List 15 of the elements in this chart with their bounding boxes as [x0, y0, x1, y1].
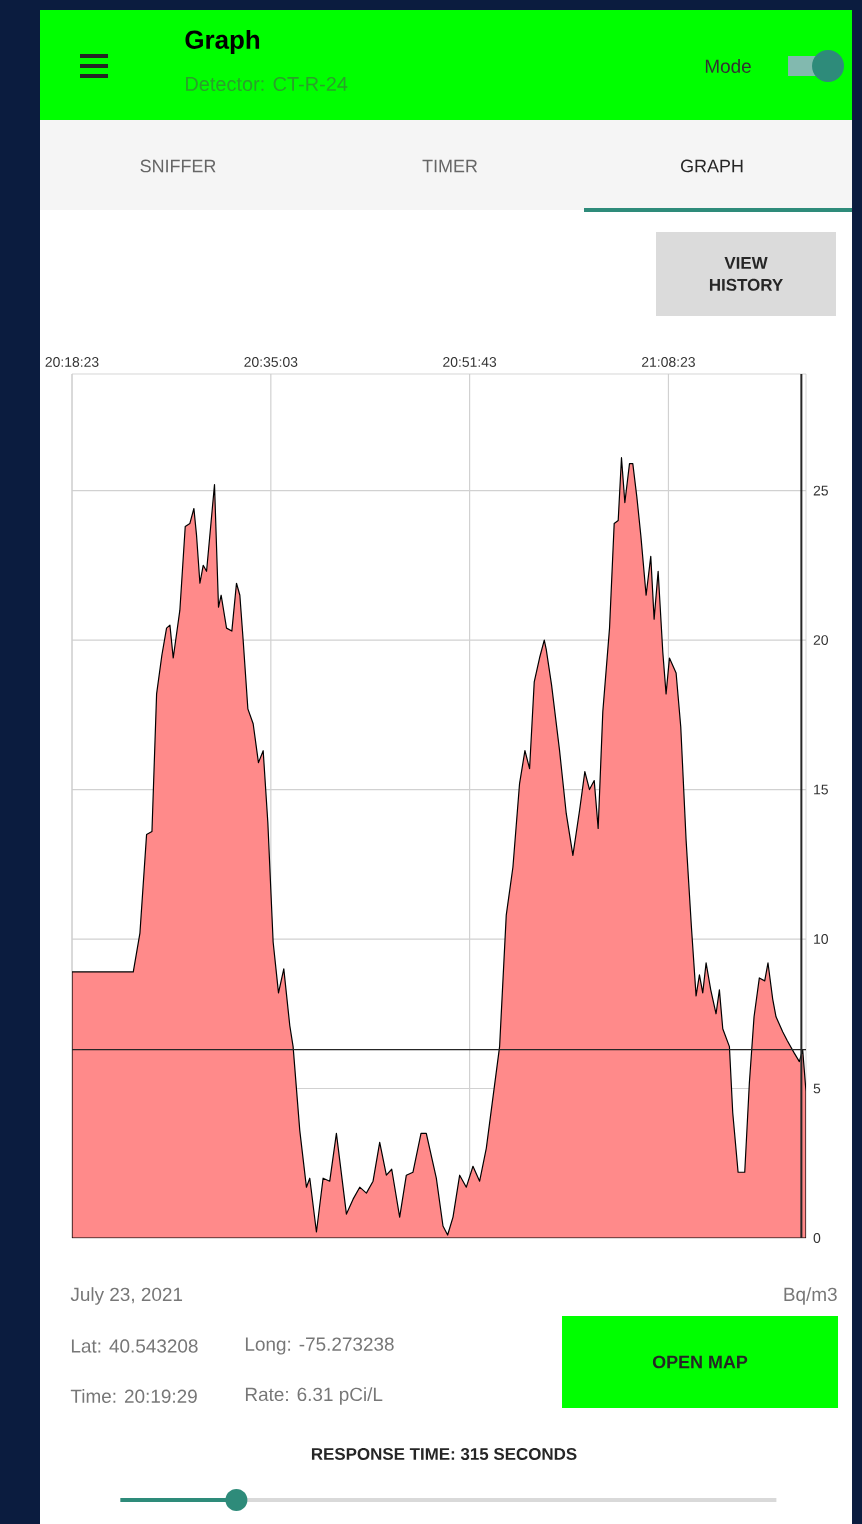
chart-subtitle: Detector: CT-R-24 — [186, 76, 348, 92]
text: Bq/m3 — [784, 1287, 837, 1305]
text: OPEN MAP — [652, 1355, 748, 1369]
text: Long: -75.273238 — [245, 1337, 394, 1355]
text: Lat: 40.543208 — [71, 1339, 198, 1353]
text: Mode — [705, 59, 751, 73]
text: Time: 20:19:29 — [70, 1389, 197, 1403]
chart-title: Graph — [185, 29, 260, 55]
text: RESPONSE TIME: 315 SECONDS — [311, 1448, 577, 1461]
text: July 23, 2021 — [70, 1287, 183, 1305]
text: VIEW HISTORY — [709, 257, 783, 291]
text: GRAPH — [681, 159, 743, 173]
text: SNIFFER — [140, 159, 216, 173]
text: TIMER — [422, 159, 478, 173]
text: Rate: 6.31 pCi/L — [245, 1387, 383, 1405]
